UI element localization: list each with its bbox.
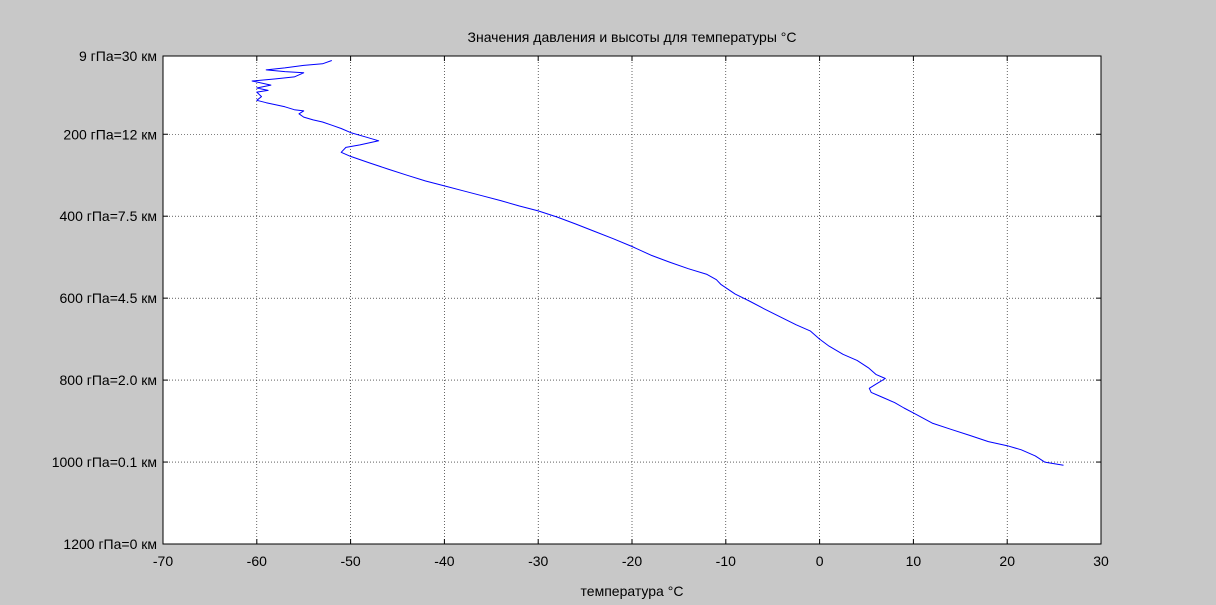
x-tick-label: 30 xyxy=(1093,553,1109,569)
chart-title: Значения давления и высоты для температу… xyxy=(468,29,797,45)
x-tick-label: -60 xyxy=(247,553,267,569)
temperature-profile-line xyxy=(251,60,1064,466)
plot-frame xyxy=(162,55,1102,545)
y-tick-label: 200 гПа=12 км xyxy=(63,126,157,142)
y-tick-label: 800 гПа=2.0 км xyxy=(60,372,157,388)
x-tick-label: -10 xyxy=(716,553,736,569)
x-tick-label: -70 xyxy=(153,553,173,569)
x-tick-label: 10 xyxy=(906,553,922,569)
y-tick-label: 9 гПа=30 км xyxy=(79,48,157,64)
y-tick-label: 600 гПа=4.5 км xyxy=(60,290,157,306)
x-tick-label: 0 xyxy=(816,553,824,569)
x-tick-label: 20 xyxy=(999,553,1015,569)
x-axis-label: температура °C xyxy=(581,583,684,599)
y-tick-label: 1000 гПа=0.1 км xyxy=(52,454,157,470)
y-tick-labels: 9 гПа=30 км 200 гПа=12 км 400 гПа=7.5 км 60… xyxy=(52,48,157,552)
y-tick-label: 1200 гПа=0 км xyxy=(63,536,157,552)
x-tick-label: -40 xyxy=(434,553,454,569)
x-tick-label: -20 xyxy=(622,553,642,569)
series-layer xyxy=(251,60,1064,466)
grid-lines xyxy=(163,56,1101,544)
x-tick-label: -30 xyxy=(528,553,548,569)
y-tick-label: 400 гПа=7.5 км xyxy=(60,208,157,224)
x-tick-labels: -70 -60 -50 -40 -30 -20 -10 0 10 20 30 xyxy=(153,553,1109,569)
x-tick-label: -50 xyxy=(340,553,360,569)
